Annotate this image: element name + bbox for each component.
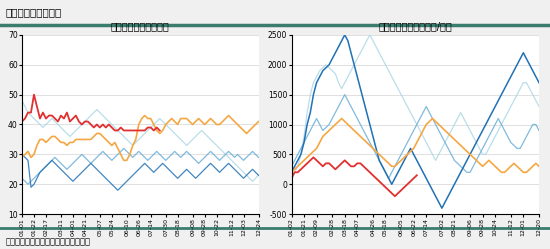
Text: 资料来源：卓创资讯、新湖期货研究所: 资料来源：卓创资讯、新湖期货研究所 xyxy=(6,237,91,246)
Title: 烧碱企业库存（万吨）: 烧碱企业库存（万吨） xyxy=(111,21,169,31)
Title: 山东电解单元利润（元/吨）: 山东电解单元利润（元/吨） xyxy=(378,21,452,31)
Text: 图表：烧碱企业库存: 图表：烧碱企业库存 xyxy=(6,7,62,17)
